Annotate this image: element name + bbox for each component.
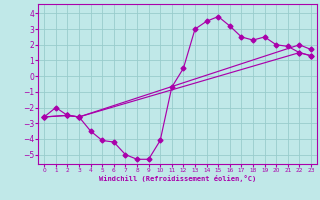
X-axis label: Windchill (Refroidissement éolien,°C): Windchill (Refroidissement éolien,°C) bbox=[99, 175, 256, 182]
